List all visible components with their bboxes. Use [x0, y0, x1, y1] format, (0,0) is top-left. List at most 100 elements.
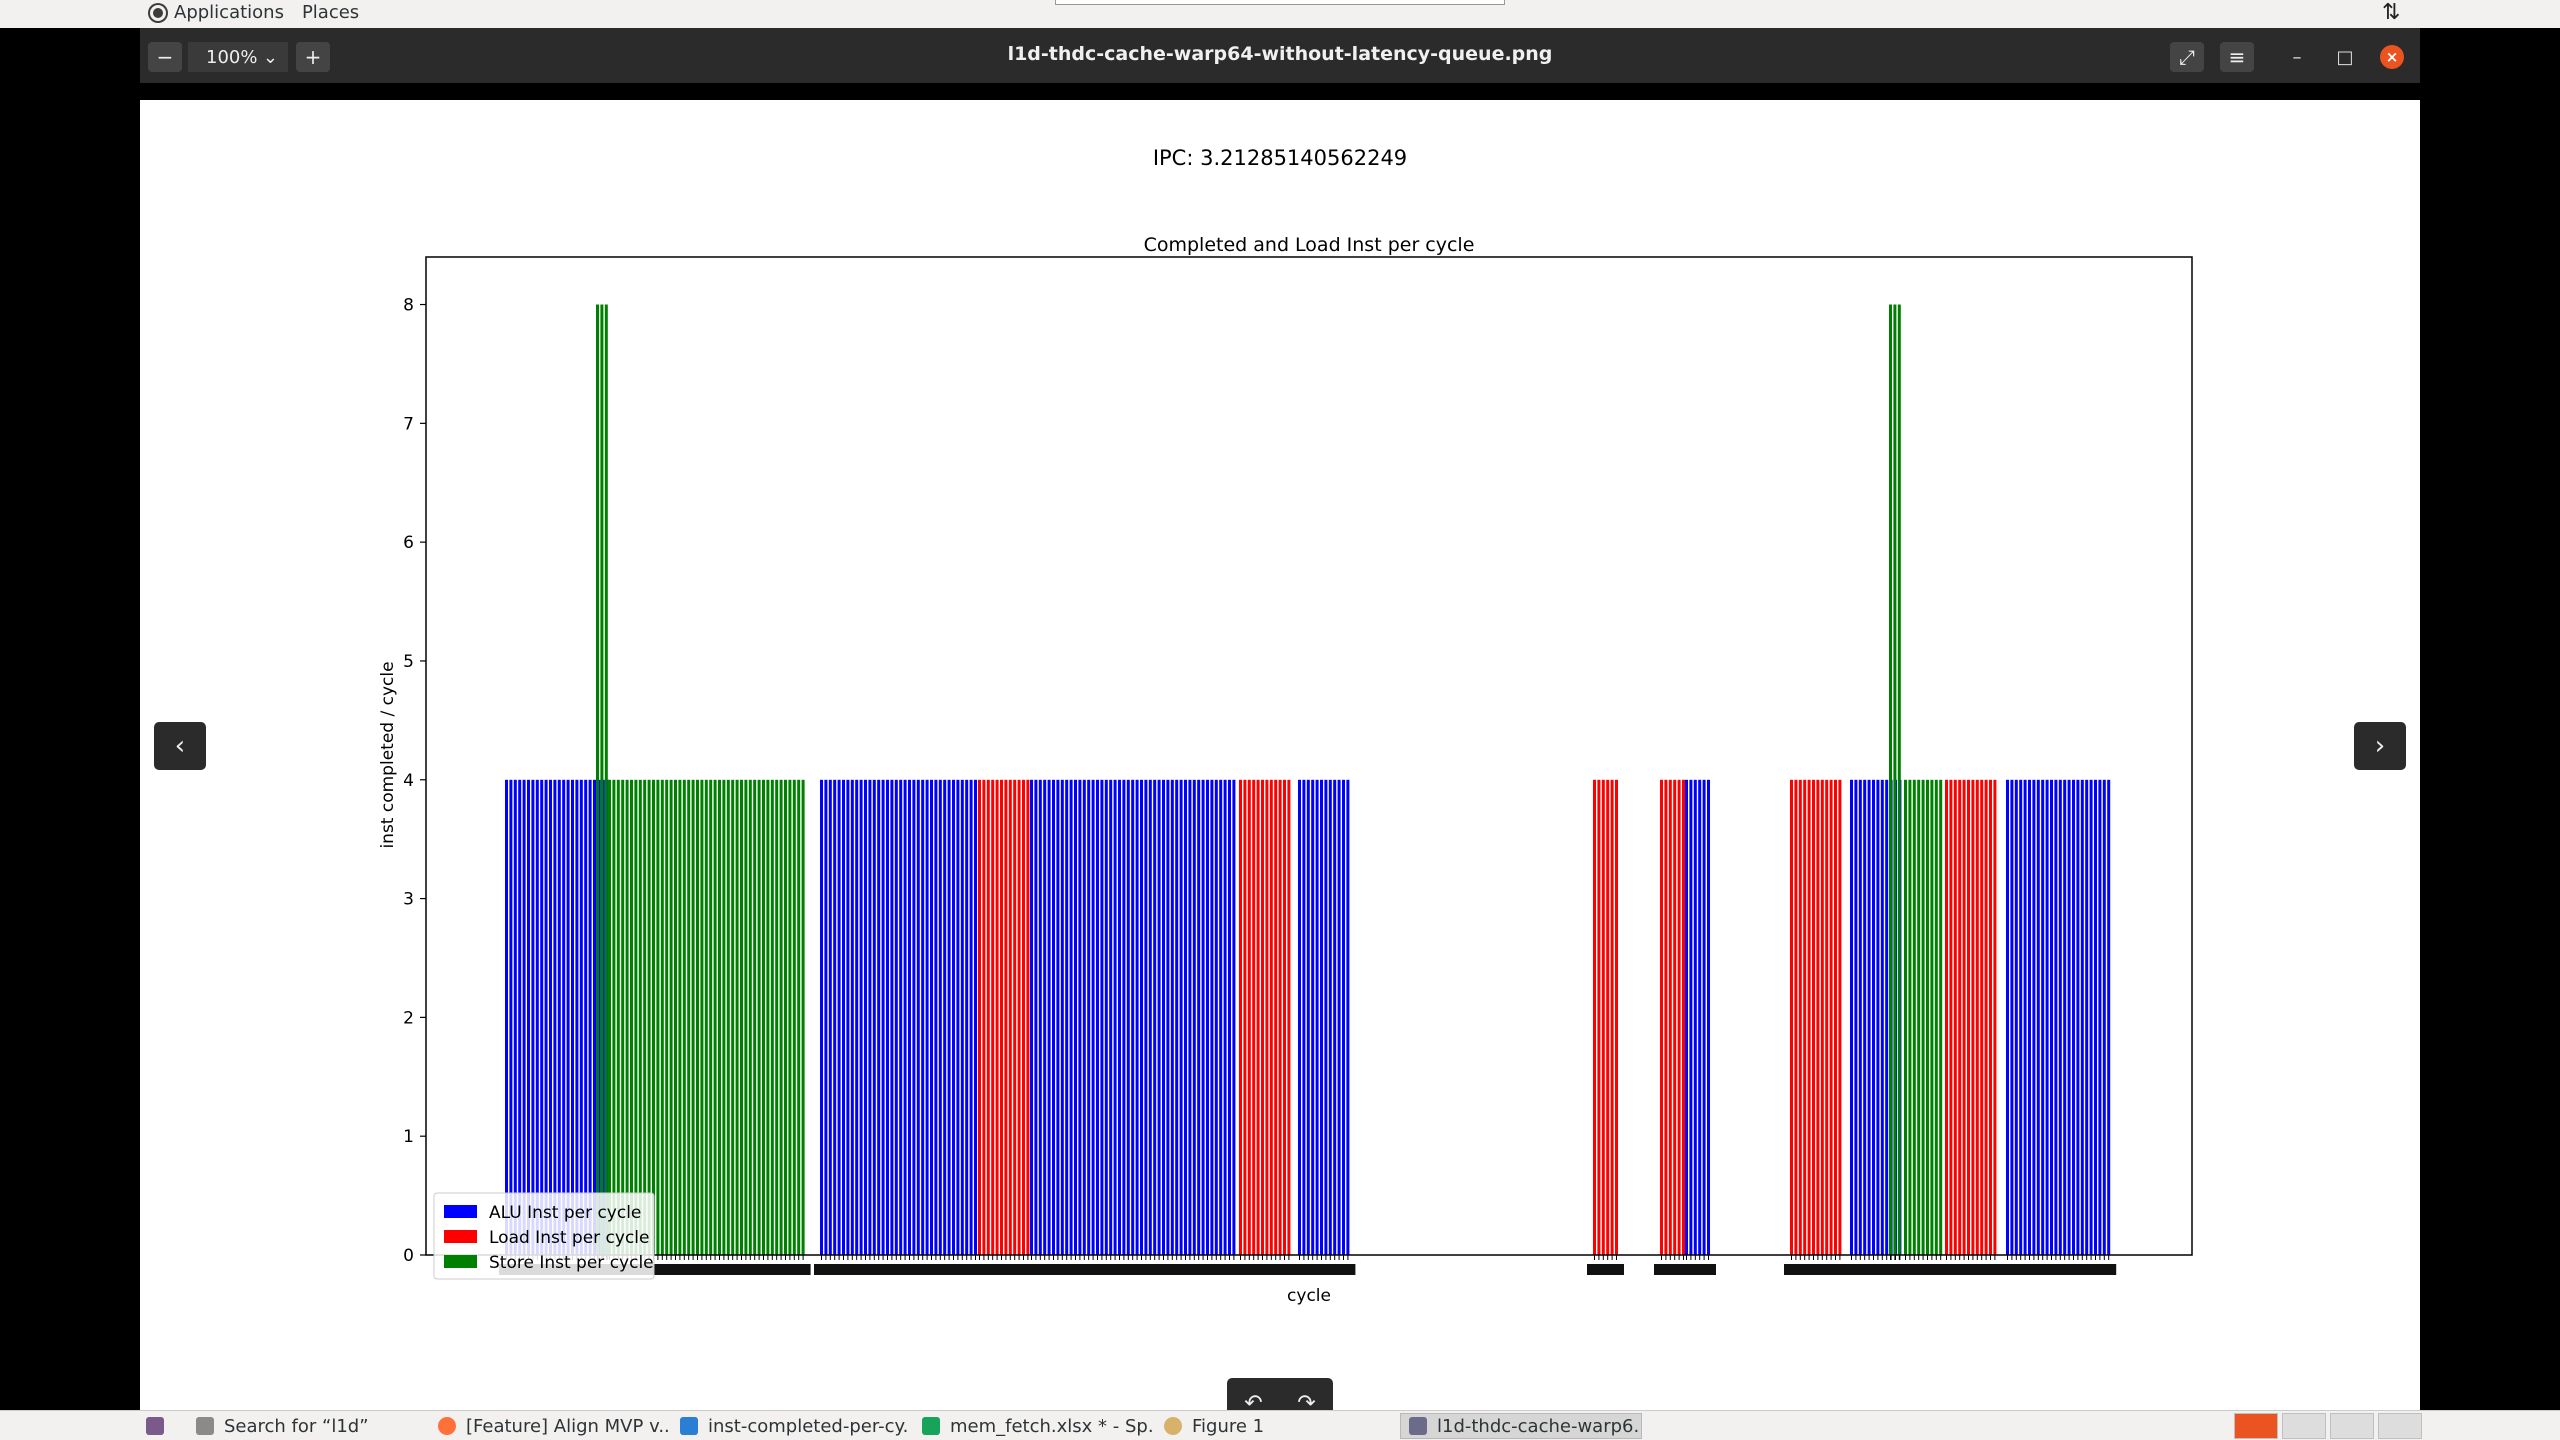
places-menu[interactable]: Places — [301, 2, 360, 23]
bar — [608, 779, 611, 1255]
applications-menu[interactable]: Applications — [174, 2, 284, 23]
close-icon: × — [2385, 48, 2399, 66]
bar — [1283, 779, 1286, 1255]
bar — [2014, 779, 2018, 1255]
taskbar-item[interactable]: [Feature] Align MVP v... — [438, 1413, 668, 1439]
bar — [735, 779, 739, 1255]
bar — [1223, 779, 1227, 1255]
bar — [938, 779, 942, 1255]
bar — [1820, 779, 1824, 1255]
bar — [647, 779, 651, 1255]
y-tick-label: 4 — [403, 771, 414, 791]
bar — [744, 779, 748, 1255]
bar — [1184, 779, 1187, 1255]
bar — [652, 779, 655, 1255]
bar — [969, 779, 973, 1255]
legend-swatch — [444, 1230, 477, 1243]
bar — [522, 779, 526, 1255]
bar — [731, 779, 735, 1255]
bar — [2076, 779, 2080, 1255]
panel-drop-field[interactable] — [1055, 0, 1505, 5]
minus-icon: − — [156, 45, 174, 69]
workspace-3[interactable] — [2330, 1413, 2374, 1439]
legend-box — [433, 1192, 655, 1280]
bar — [1265, 779, 1269, 1255]
bottom-taskbar: Search for “l1d” [Feature] Align MVP v..… — [0, 1410, 2560, 1440]
taskbar-item[interactable]: Search for “l1d” — [196, 1413, 426, 1439]
bar — [1144, 779, 1148, 1255]
previous-image-button[interactable]: ‹ — [154, 722, 206, 770]
bar — [678, 779, 682, 1255]
fullscreen-button[interactable]: ⤢ — [2170, 42, 2204, 72]
bar — [753, 779, 757, 1255]
bar — [700, 779, 704, 1255]
bar — [1140, 779, 1143, 1255]
rotate-left-icon[interactable]: ↶ — [1244, 1390, 1263, 1416]
next-image-button[interactable]: › — [2354, 722, 2406, 770]
zoom-level-dropdown[interactable]: 100% ⌄ — [188, 42, 288, 72]
taskbar-item-label: Search for “l1d” — [224, 1415, 369, 1437]
bar — [1850, 779, 1853, 1255]
bar — [1615, 779, 1618, 1255]
bar — [1889, 304, 1892, 1255]
maximize-button[interactable]: □ — [2333, 45, 2357, 69]
menu-button[interactable]: ≡ — [2220, 42, 2254, 72]
bar — [1880, 779, 1884, 1255]
minimize-button[interactable]: – — [2285, 45, 2309, 69]
bar — [656, 779, 660, 1255]
taskbar-item-active[interactable]: l1d-thdc-cache-warp6... — [1400, 1413, 1642, 1439]
taskbar-item[interactable]: mem_fetch.xlsx * - Sp... — [922, 1413, 1152, 1439]
zoom-in-button[interactable]: + — [296, 42, 330, 72]
x-tick-labels — [814, 1264, 1356, 1275]
zoom-out-button[interactable]: − — [148, 42, 182, 72]
bar — [2102, 779, 2106, 1255]
bar — [2041, 779, 2045, 1255]
bar — [1252, 779, 1256, 1255]
y-tick-label: 7 — [403, 414, 414, 434]
rotate-right-icon[interactable]: ↷ — [1297, 1390, 1316, 1416]
bar — [801, 779, 805, 1255]
show-desktop-button[interactable] — [146, 1413, 164, 1439]
bar — [1091, 779, 1095, 1255]
taskbar-item-label: Figure 1 — [1192, 1415, 1265, 1437]
bar — [770, 779, 774, 1255]
taskbar-item[interactable]: inst-completed-per-cy... — [680, 1413, 910, 1439]
bar — [1261, 779, 1264, 1255]
bar — [566, 779, 570, 1255]
bar — [1854, 779, 1858, 1255]
bar — [1664, 779, 1668, 1255]
bar — [2080, 779, 2084, 1255]
bar — [1904, 779, 1907, 1255]
workspace-4[interactable] — [2378, 1413, 2422, 1439]
bar — [1047, 779, 1051, 1255]
chevron-left-icon: ‹ — [174, 731, 186, 761]
workspace-2[interactable] — [2282, 1413, 2326, 1439]
bar — [1872, 779, 1875, 1255]
workspace-1[interactable] — [2234, 1413, 2278, 1439]
fullscreen-icon: ⤢ — [2179, 45, 2195, 69]
bar — [1043, 779, 1047, 1255]
bar — [1606, 779, 1610, 1255]
legend-label: ALU Inst per cycle — [489, 1203, 641, 1223]
bar — [1162, 779, 1165, 1255]
bar — [588, 779, 592, 1255]
ipc-label: IPC: 3.21285140562249 — [1152, 146, 1408, 170]
bar — [1022, 779, 1025, 1255]
bar — [947, 779, 951, 1255]
bar — [1825, 779, 1829, 1255]
firefox-icon — [438, 1417, 456, 1435]
bar — [1232, 779, 1236, 1255]
bar — [1790, 779, 1793, 1255]
bar — [1685, 779, 1688, 1255]
network-transfer-icon[interactable]: ⇅ — [2382, 0, 2401, 25]
bar — [2036, 779, 2040, 1255]
legend-label: Store Inst per cycle — [489, 1253, 654, 1273]
taskbar-item[interactable]: Figure 1 — [1164, 1413, 1394, 1439]
bar — [553, 779, 557, 1255]
bar — [575, 779, 579, 1255]
y-tick-label: 6 — [403, 533, 414, 553]
close-button[interactable]: × — [2380, 45, 2404, 69]
bar — [1967, 779, 1970, 1255]
bar — [986, 779, 990, 1255]
bar — [859, 779, 863, 1255]
